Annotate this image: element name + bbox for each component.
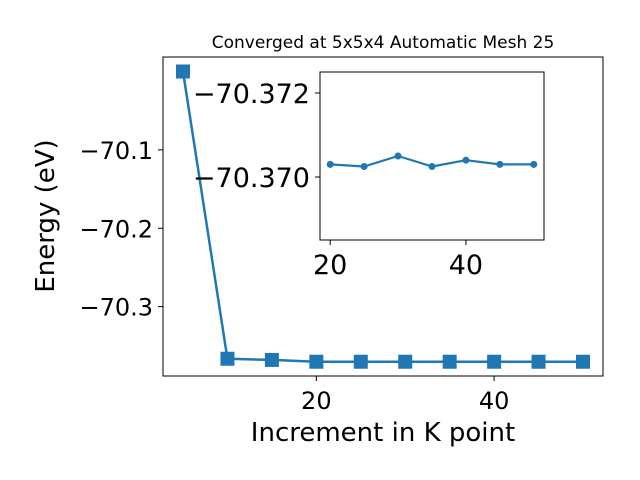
x-axis-label: Increment in K point: [251, 418, 515, 448]
inset-background: [320, 72, 544, 240]
main-data-point: [398, 354, 413, 369]
inset-y-tick-label: −70.370: [193, 163, 310, 194]
inset-plot-frame: [319, 71, 545, 241]
main-y-axis-ticks: −70.1 −70.2 −70.3: [79, 137, 163, 322]
main-data-point: [176, 64, 190, 79]
main-plot-frame: [162, 56, 604, 377]
chart-title: Converged at 5x5x4 Automatic Mesh 25: [212, 33, 555, 53]
main-data-point: [576, 354, 590, 369]
main-data-point: [531, 354, 546, 369]
main-x-tick-label: 40: [479, 387, 510, 415]
main-chart: 20 40 −70.1−70.2−70.3 Converged at 5x5x4 …: [31, 33, 604, 448]
main-series-line: [181, 71, 583, 363]
main-data-point: [442, 354, 457, 369]
main-y-tick-label: −70.1: [79, 137, 153, 165]
inset-x-tick-label: 40: [449, 250, 483, 281]
inset-data-point: [530, 160, 538, 168]
inset-data-point: [462, 156, 470, 164]
y-axis-label: Energy (eV): [31, 139, 61, 292]
main-data-point: [487, 354, 502, 369]
main-data-point: [220, 351, 235, 366]
inset-series: [326, 152, 538, 170]
inset-data-point: [394, 152, 402, 160]
main-y-tick-label: −70.2: [79, 215, 153, 243]
inset-chart: 20 40 −70.372−70.370: [193, 71, 545, 281]
inset-data-point: [326, 160, 334, 168]
inset-data-point: [428, 163, 436, 170]
main-y-tick-label: −70.3: [79, 294, 153, 322]
inset-data-point: [496, 160, 504, 168]
main-data-point: [309, 354, 324, 369]
inset-x-axis-ticks: 20 40: [313, 240, 483, 281]
inset-y-axis-ticks: −70.372 −70.370: [193, 79, 320, 194]
main-series: [176, 64, 590, 369]
main-x-tick-label: 20: [301, 387, 332, 415]
main-x-axis-ticks: 20 40: [301, 376, 509, 415]
main-data-point: [264, 352, 279, 367]
inset-y-tick-label: −70.372: [193, 79, 310, 110]
main-data-point: [353, 354, 368, 369]
inset-x-tick-label: 20: [313, 250, 347, 281]
inset-data-point: [360, 163, 368, 170]
